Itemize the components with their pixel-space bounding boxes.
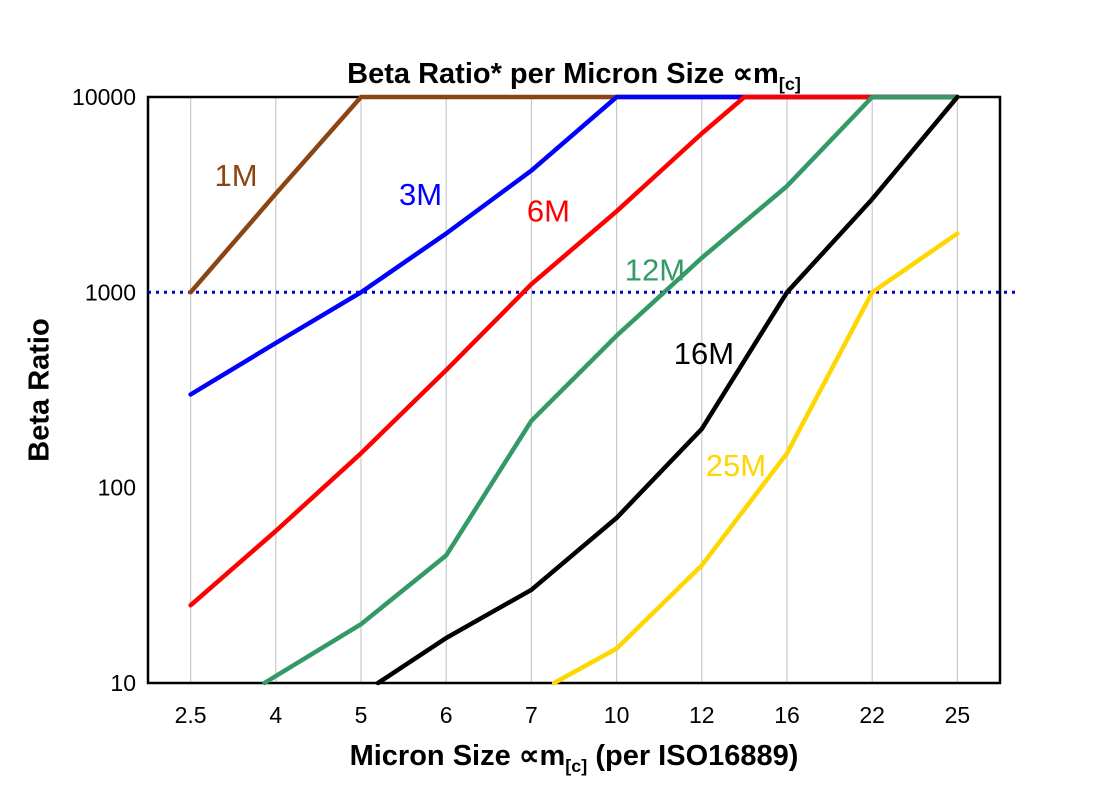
x-tick-label: 2.5 — [175, 702, 207, 728]
y-tick-label: 10 — [110, 670, 136, 696]
x-tick-label: 22 — [859, 702, 885, 728]
micron-symbol: ∝m — [732, 58, 779, 90]
series-line-12M — [262, 94, 960, 686]
series-line-6M — [188, 94, 960, 608]
x-tick-label: 12 — [689, 702, 715, 728]
y-axis-title: Beta Ratio — [24, 318, 57, 461]
series-label-6M: 6M — [527, 194, 570, 229]
x-tick-label: 16 — [774, 702, 800, 728]
y-tick-label: 1000 — [85, 279, 136, 305]
y-tick-labels: 10 100 1000 10000 — [72, 84, 136, 696]
y-tick-label: 100 — [98, 475, 136, 501]
x-tick-label: 10 — [604, 702, 630, 728]
x-tick-label: 5 — [355, 702, 368, 728]
x-axis-title-suffix: (per ISO16889) — [587, 740, 799, 772]
gridlines — [190, 97, 959, 683]
x-axis-title-subscript: [c] — [565, 755, 588, 776]
series-label-16M: 16M — [674, 336, 734, 371]
series-label-1M: 1M — [214, 158, 257, 193]
series-label-12M: 12M — [625, 253, 685, 288]
x-tick-label: 25 — [945, 702, 971, 728]
x-tick-labels: 2.5 4 5 6 7 10 12 16 22 25 — [175, 702, 971, 728]
chart-title: Beta Ratio* per Micron Size ∝m[c] — [148, 56, 1000, 95]
y-tick-label: 10000 — [72, 84, 136, 110]
chart-title-subscript: [c] — [778, 73, 801, 94]
series-label-3M: 3M — [399, 177, 442, 212]
micron-symbol: ∝m — [518, 740, 566, 772]
x-axis-title: Micron Size ∝m[c] (per ISO16889) — [148, 738, 1000, 777]
series-label-25M: 25M — [706, 448, 766, 483]
y-axis-title-text: Beta Ratio — [23, 318, 56, 462]
x-tick-label: 7 — [525, 702, 538, 728]
series-line-3M — [188, 94, 960, 397]
series-line-25M — [551, 231, 960, 686]
series-line-16M — [375, 94, 960, 686]
chart-title-text: Beta Ratio* per Micron Size — [347, 58, 733, 90]
x-tick-label: 6 — [440, 702, 453, 728]
x-tick-label: 4 — [269, 702, 282, 728]
x-axis-title-text: Micron Size — [349, 740, 519, 772]
